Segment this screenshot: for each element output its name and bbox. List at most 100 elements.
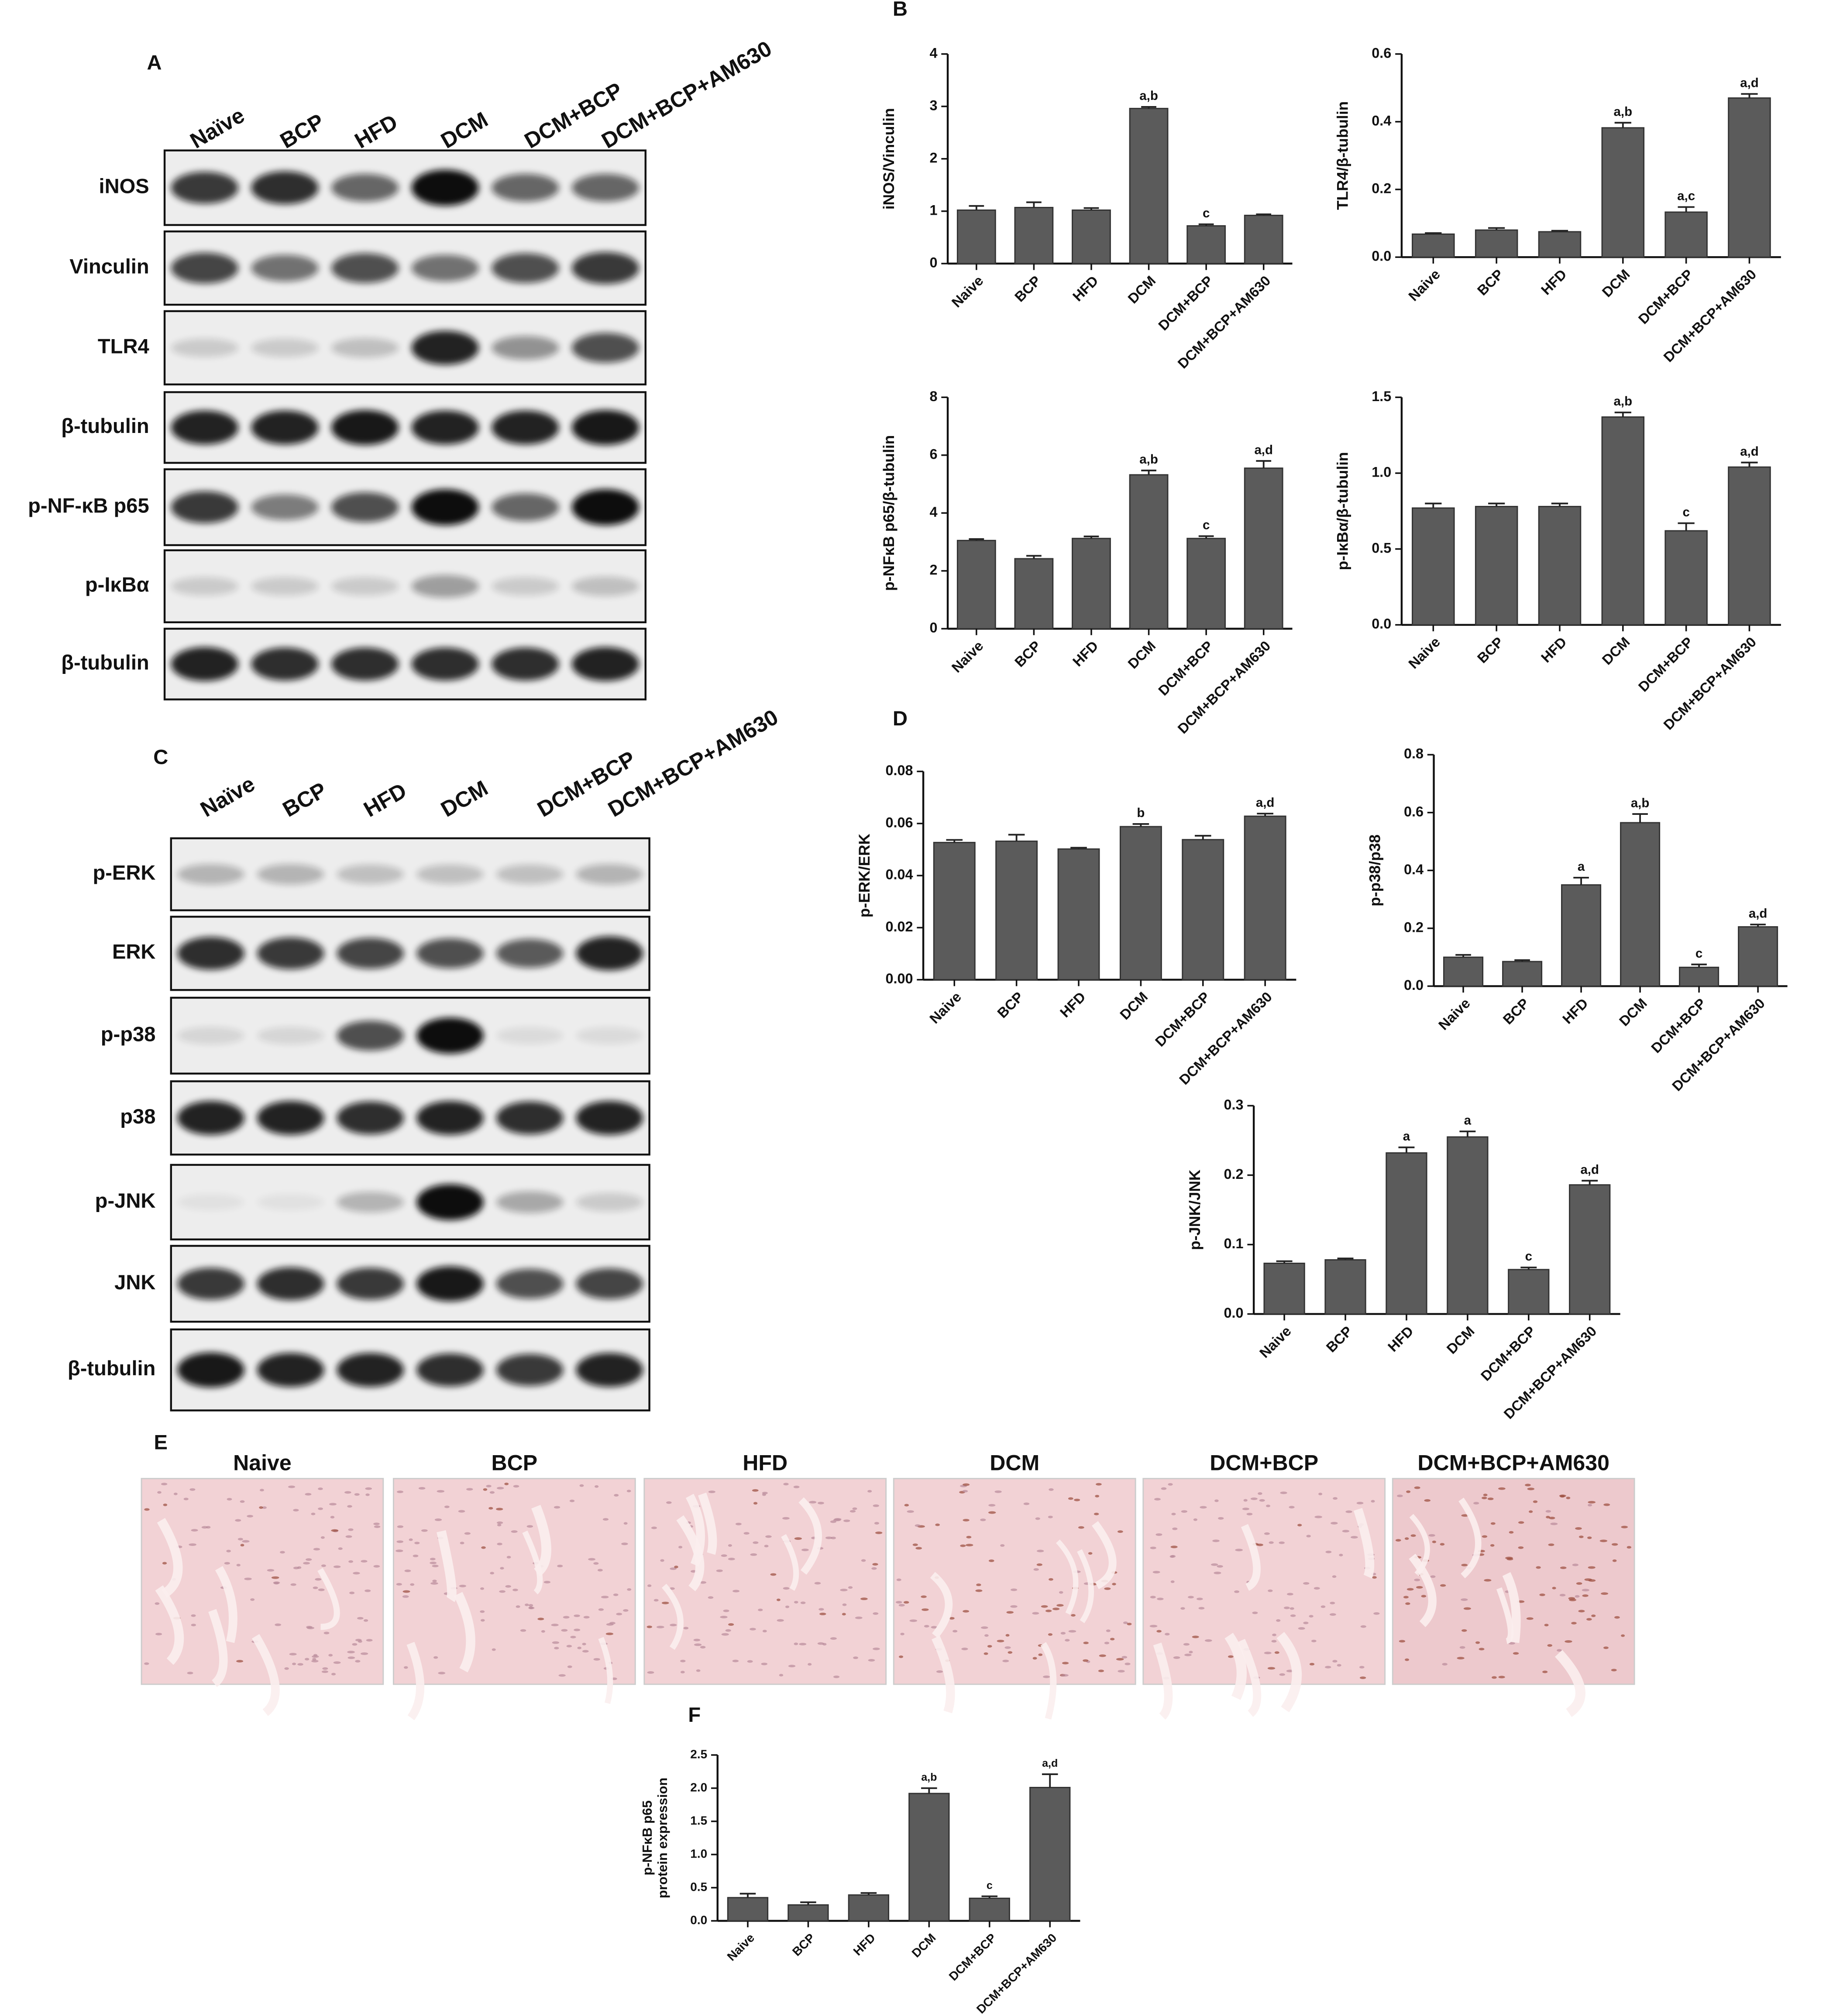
bar bbox=[1620, 822, 1661, 987]
histology-nucleus bbox=[1118, 1670, 1125, 1673]
histology-nucleus bbox=[1611, 1543, 1618, 1546]
histology-nucleus bbox=[1359, 1666, 1365, 1669]
histology-nucleus bbox=[895, 1601, 902, 1604]
error-bar bbox=[1132, 823, 1149, 827]
histology-nucleus bbox=[872, 1563, 878, 1566]
histology-nucleus bbox=[653, 1599, 659, 1602]
histology-vessel bbox=[598, 1637, 613, 1704]
histology-nucleus bbox=[904, 1601, 909, 1604]
histology-nucleus bbox=[900, 1632, 904, 1635]
histology-nucleus bbox=[860, 1597, 868, 1600]
histology-nucleus bbox=[529, 1606, 533, 1609]
significance-label: a,c bbox=[1677, 189, 1695, 203]
histology-nucleus bbox=[975, 1589, 983, 1592]
histology-vessel bbox=[1237, 1638, 1262, 1717]
histology-nucleus bbox=[983, 1652, 988, 1655]
histology-nucleus bbox=[338, 1547, 343, 1550]
histology-nucleus bbox=[1509, 1531, 1514, 1534]
histology-nucleus bbox=[438, 1672, 446, 1675]
histology-nucleus bbox=[651, 1526, 657, 1529]
histology-nucleus bbox=[434, 1518, 442, 1521]
histology-nucleus bbox=[1576, 1582, 1582, 1585]
histology-nucleus bbox=[1184, 1653, 1192, 1656]
histology-nucleus bbox=[1442, 1663, 1448, 1666]
histology-nucleus bbox=[873, 1504, 879, 1507]
blot-band bbox=[257, 1027, 324, 1044]
histology-nucleus bbox=[1212, 1539, 1220, 1542]
histology-nucleus bbox=[988, 1511, 996, 1514]
blot-band bbox=[496, 939, 564, 968]
histology-nucleus bbox=[1552, 1587, 1556, 1590]
histology-nucleus bbox=[1264, 1532, 1270, 1535]
blot-band bbox=[337, 1101, 404, 1135]
histology-nucleus bbox=[1036, 1563, 1042, 1566]
histology-nucleus bbox=[1559, 1594, 1566, 1597]
histology-nucleus bbox=[289, 1653, 297, 1655]
histology-nucleus bbox=[512, 1588, 518, 1591]
histology-nucleus bbox=[201, 1526, 208, 1529]
histology-nucleus bbox=[980, 1518, 986, 1521]
blot-band bbox=[251, 410, 319, 445]
histology-nucleus bbox=[1329, 1613, 1336, 1616]
histology-nucleus bbox=[288, 1485, 296, 1488]
histology-nucleus bbox=[236, 1563, 241, 1566]
histology-nucleus bbox=[1303, 1621, 1309, 1624]
histology-nucleus bbox=[318, 1588, 325, 1591]
significance-label: b bbox=[1137, 806, 1145, 820]
histology-nucleus bbox=[273, 1581, 280, 1584]
histology-nucleus bbox=[1200, 1506, 1207, 1509]
histology-nucleus bbox=[1170, 1545, 1178, 1549]
histology-nucleus bbox=[842, 1613, 846, 1616]
histology-nucleus bbox=[432, 1580, 437, 1583]
histology-nucleus bbox=[554, 1647, 559, 1650]
error-bar bbox=[1026, 201, 1042, 208]
bar bbox=[956, 209, 996, 264]
histology-nucleus bbox=[693, 1638, 701, 1642]
histology-nucleus bbox=[1297, 1524, 1302, 1527]
histology-nucleus bbox=[486, 1484, 492, 1487]
histology-nucleus bbox=[226, 1549, 231, 1552]
histology-nucleus bbox=[161, 1483, 168, 1486]
histology-nucleus bbox=[936, 1670, 943, 1673]
histology-nucleus bbox=[357, 1617, 364, 1620]
error-bar bbox=[1083, 536, 1099, 539]
histology-nucleus bbox=[647, 1584, 652, 1587]
histology-nucleus bbox=[1008, 1651, 1013, 1654]
bar bbox=[1728, 466, 1771, 626]
histology-nucleus bbox=[708, 1596, 714, 1599]
histology-nucleus bbox=[602, 1518, 609, 1521]
histology-nucleus bbox=[1545, 1510, 1551, 1513]
histology-nucleus bbox=[1548, 1543, 1554, 1546]
blot-band bbox=[492, 647, 559, 681]
blot-band bbox=[571, 489, 640, 525]
bar bbox=[1129, 474, 1169, 629]
histology-nucleus bbox=[374, 1525, 381, 1528]
histology-nucleus bbox=[1404, 1537, 1409, 1540]
histology-nucleus bbox=[574, 1628, 581, 1631]
bar bbox=[1057, 848, 1100, 981]
histology-nucleus bbox=[459, 1584, 466, 1587]
histology-nucleus bbox=[292, 1662, 296, 1666]
histology-nucleus bbox=[1403, 1596, 1409, 1599]
histology-nucleus bbox=[349, 1591, 355, 1594]
histology-nucleus bbox=[1560, 1495, 1565, 1498]
histology-nucleus bbox=[1155, 1533, 1162, 1536]
histology-nucleus bbox=[799, 1642, 807, 1645]
histology-nucleus bbox=[511, 1530, 518, 1533]
significance-label: a,d bbox=[1740, 444, 1759, 459]
error-bar bbox=[1582, 1180, 1598, 1185]
blot-band bbox=[411, 489, 479, 525]
histology-nucleus bbox=[187, 1672, 193, 1675]
histology-nucleus bbox=[280, 1551, 285, 1554]
histology-vessel bbox=[781, 1534, 799, 1591]
histology-nucleus bbox=[1083, 1659, 1089, 1662]
histology-nucleus bbox=[1246, 1513, 1253, 1515]
histology-vessel bbox=[1276, 1631, 1302, 1713]
histology-nucleus bbox=[966, 1544, 973, 1546]
histology-nucleus bbox=[842, 1603, 847, 1606]
histology-nucleus bbox=[1074, 1498, 1080, 1501]
panel-label: D bbox=[893, 707, 908, 730]
histology-nucleus bbox=[1000, 1544, 1005, 1547]
histology-nucleus bbox=[1266, 1504, 1270, 1508]
